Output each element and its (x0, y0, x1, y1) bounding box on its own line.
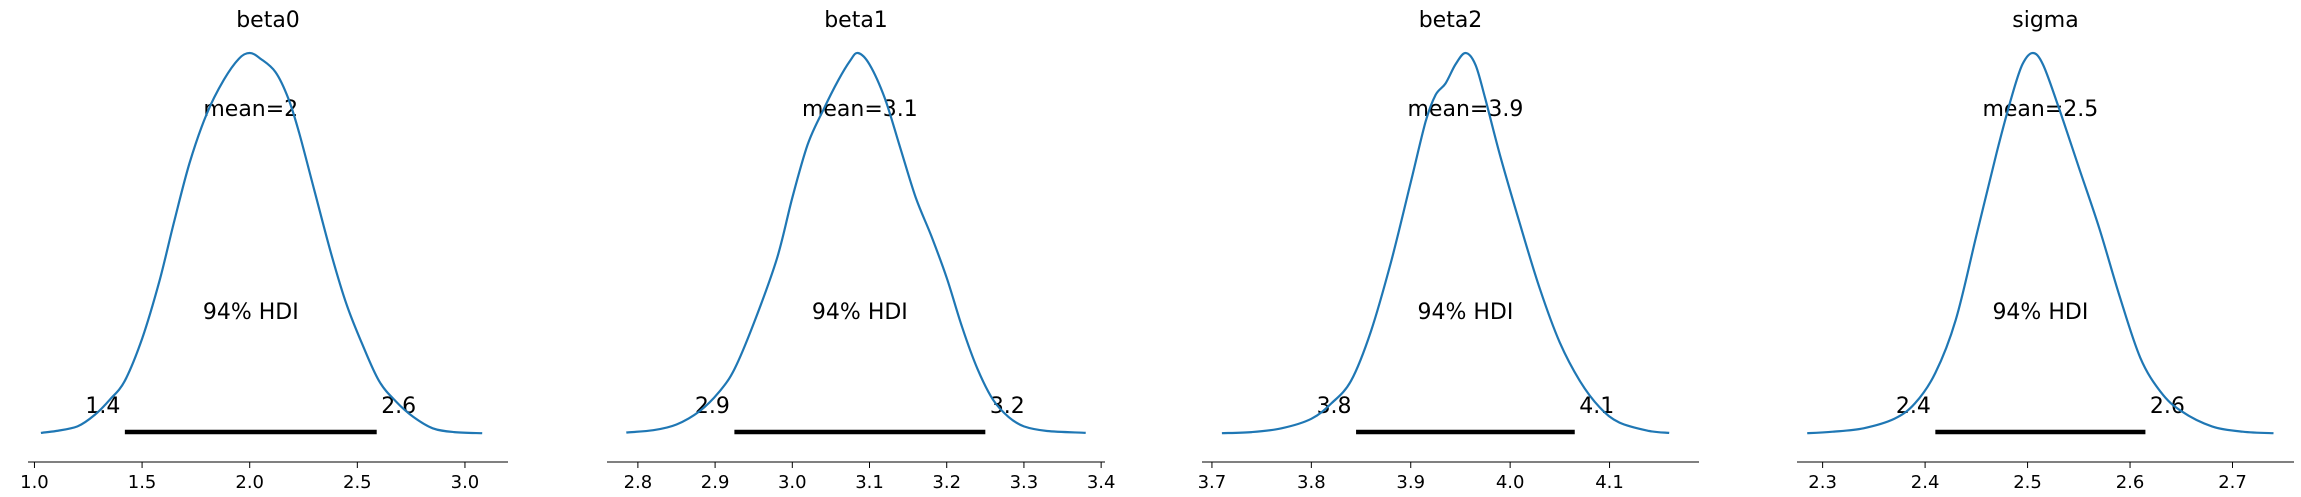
density-curve-sigma (1807, 51, 2274, 435)
x-tick-label-sigma: 2.4 (1911, 472, 1940, 493)
x-tick-label-beta2: 4.0 (1496, 472, 1525, 493)
x-tick-label-beta0: 1.5 (128, 472, 157, 493)
x-tick-label-beta1: 3.0 (778, 472, 807, 493)
hdi-label-sigma: 94% HDI (1992, 300, 2088, 325)
x-tick-label-sigma: 2.5 (2013, 472, 2042, 493)
panel-beta0: beta0 mean=2 94% HDI 1.4 2.6 1.0 1.5 2.0 2.… (20, 8, 508, 493)
panel-beta1: beta1 mean=3.1 94% HDI 2.9 3.2 2.8 2.9 3.0… (607, 8, 1115, 493)
x-tick-label-beta1: 2.8 (624, 472, 653, 493)
x-tick-label-beta2: 3.7 (1198, 472, 1227, 493)
hdi-label-beta1: 94% HDI (812, 300, 908, 325)
panel-beta2: beta2 mean=3.9 94% HDI 3.8 4.1 3.7 3.8 3.9… (1198, 8, 1699, 493)
density-curve-beta1 (626, 51, 1086, 434)
x-tick-label-beta2: 3.9 (1396, 472, 1425, 493)
x-tick-label-sigma: 2.7 (2218, 472, 2247, 493)
panel-sigma: sigma mean=2.5 94% HDI 2.4 2.6 2.3 2.4 2.5… (1797, 8, 2294, 493)
hdi-high-label-sigma: 2.6 (2150, 394, 2185, 419)
hdi-low-label-beta2: 3.8 (1317, 394, 1352, 419)
mean-label-beta2: mean=3.9 (1408, 97, 1524, 122)
x-tick-label-beta1: 3.1 (855, 472, 884, 493)
panel-title-beta1: beta1 (824, 8, 888, 33)
mean-label-beta1: mean=3.1 (802, 97, 918, 122)
panel-title-sigma: sigma (2012, 8, 2078, 33)
x-tick-label-sigma: 2.3 (1808, 472, 1837, 493)
panel-title-beta0: beta0 (236, 8, 300, 33)
x-tick-label-beta0: 2.0 (235, 472, 264, 493)
x-tick-label-beta0: 3.0 (451, 472, 480, 493)
panel-title-beta2: beta2 (1419, 8, 1483, 33)
x-tick-label-beta1: 3.2 (932, 472, 961, 493)
x-tick-label-beta2: 3.8 (1297, 472, 1326, 493)
mean-label-sigma: mean=2.5 (1982, 97, 2098, 122)
x-tick-label-beta0: 1.0 (20, 472, 49, 493)
x-tick-label-beta1: 3.4 (1087, 472, 1116, 493)
x-tick-label-beta0: 2.5 (343, 472, 372, 493)
density-curve-beta0 (40, 51, 483, 435)
x-tick-label-beta1: 2.9 (701, 472, 730, 493)
x-tick-label-beta2: 4.1 (1595, 472, 1624, 493)
x-tick-label-beta1: 3.3 (1010, 472, 1039, 493)
x-tick-label-sigma: 2.6 (2116, 472, 2145, 493)
hdi-low-label-beta1: 2.9 (695, 394, 730, 419)
density-curve-beta2 (1221, 51, 1670, 435)
mean-label-beta0: mean=2 (203, 97, 298, 122)
hdi-label-beta2: 94% HDI (1417, 300, 1513, 325)
hdi-label-beta0: 94% HDI (203, 300, 299, 325)
